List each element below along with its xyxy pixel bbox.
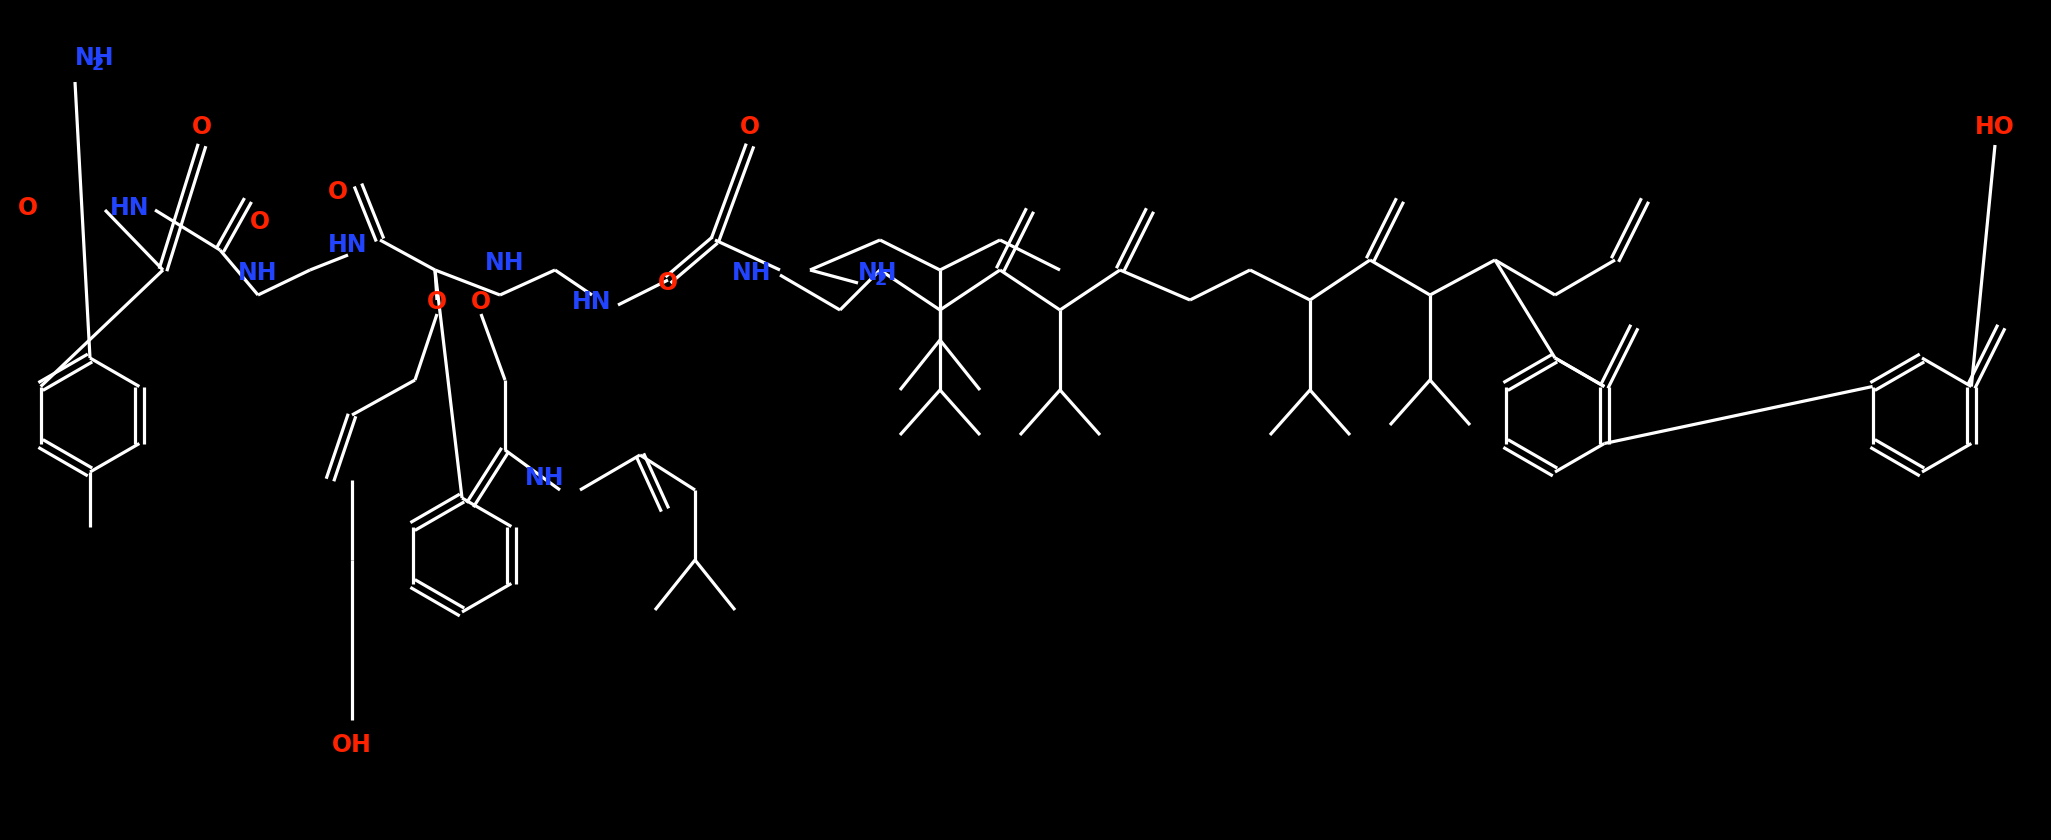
Text: HN: HN bbox=[572, 290, 611, 314]
Text: NH: NH bbox=[525, 466, 564, 490]
Text: O: O bbox=[193, 115, 211, 139]
Text: HN: HN bbox=[111, 196, 150, 220]
Text: NH: NH bbox=[238, 261, 277, 285]
Text: NH: NH bbox=[732, 261, 771, 285]
Text: HO: HO bbox=[1975, 115, 2014, 139]
Text: OH: OH bbox=[332, 733, 371, 757]
Text: O: O bbox=[250, 210, 271, 234]
Text: 2: 2 bbox=[876, 271, 888, 289]
Text: HN: HN bbox=[328, 233, 367, 257]
Text: O: O bbox=[18, 196, 39, 220]
Text: O: O bbox=[658, 271, 679, 295]
Text: O: O bbox=[427, 290, 447, 314]
Text: NH: NH bbox=[76, 46, 115, 70]
Text: NH: NH bbox=[486, 251, 525, 275]
Text: O: O bbox=[328, 180, 349, 204]
Text: NH: NH bbox=[857, 261, 898, 285]
Text: 2: 2 bbox=[92, 56, 105, 74]
Text: O: O bbox=[472, 290, 490, 314]
Text: O: O bbox=[740, 115, 761, 139]
